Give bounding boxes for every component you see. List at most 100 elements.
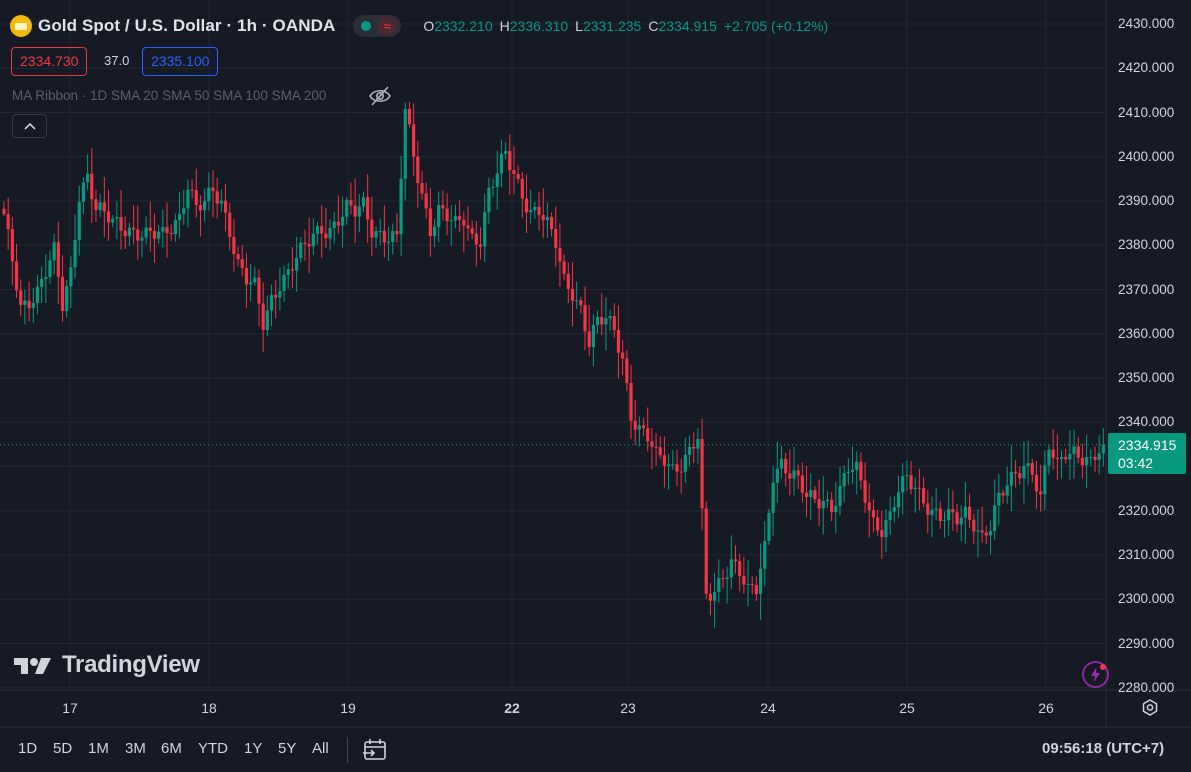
candle-body <box>94 199 98 211</box>
candle-body <box>1068 453 1072 460</box>
candle-body <box>1034 474 1039 492</box>
candle-body <box>102 202 106 212</box>
candle-body <box>604 318 608 325</box>
range-button-1m[interactable]: 1M <box>88 740 109 757</box>
candle-body <box>420 183 424 194</box>
high-value: 2336.310 <box>509 18 569 34</box>
candle-body <box>378 230 382 232</box>
time-axis-label: 24 <box>760 700 776 716</box>
indicator-legend[interactable]: MA Ribbon · 1D SMA 20 SMA 50 SMA 100 SMA… <box>12 88 327 103</box>
sell-button[interactable]: 2334.730 <box>11 47 88 76</box>
candle-body <box>683 454 687 472</box>
symbol-title[interactable]: Gold Spot / U.S. Dollar · 1h · OANDA <box>38 16 336 35</box>
range-button-6m[interactable]: 6M <box>161 740 182 757</box>
candle-body <box>257 277 261 304</box>
candle-body <box>412 124 416 157</box>
tradingview-logo[interactable]: TradingView <box>14 650 200 680</box>
candle-body <box>328 227 332 239</box>
candle-body <box>771 482 775 513</box>
spread-value: 37.0 <box>104 53 130 68</box>
candle-body <box>600 317 604 325</box>
ohlc-values: O2332.210 H2336.310 L2331.235 C2334.915 … <box>423 18 829 34</box>
candle-body <box>533 206 537 211</box>
candle-body <box>959 517 963 525</box>
candle-body <box>984 532 988 536</box>
candle-body <box>504 151 508 155</box>
candle-body <box>583 305 587 332</box>
candle-body <box>779 458 784 469</box>
bolt-icon[interactable] <box>1081 660 1110 689</box>
candles <box>2 101 1105 628</box>
time-axis-label: 26 <box>1038 700 1054 716</box>
candle-body <box>282 274 286 291</box>
candle-body <box>1030 463 1034 475</box>
candle-body <box>742 575 746 585</box>
candle-body <box>942 520 947 522</box>
market-status-pill[interactable]: ≈ <box>353 15 402 37</box>
candle-body <box>215 191 219 204</box>
candle-body <box>148 227 152 231</box>
time-axis-label: 18 <box>201 700 217 716</box>
last-price-tag: 2334.915 03:42 <box>1108 432 1186 474</box>
candle-body <box>784 458 788 474</box>
candle-body <box>520 178 524 199</box>
candle-body <box>483 212 487 247</box>
candle-body <box>345 199 349 217</box>
range-button-ytd[interactable]: YTD <box>198 740 228 757</box>
candle-body <box>913 487 917 490</box>
collapse-legend-button[interactable] <box>12 114 47 138</box>
date-range-icon[interactable] <box>362 737 388 763</box>
candle-body <box>834 505 838 513</box>
candle-body <box>892 507 896 512</box>
candle-body <box>1026 463 1030 467</box>
settings-icon[interactable] <box>1140 698 1160 718</box>
candle-body <box>173 220 177 235</box>
candle-body <box>1043 465 1047 495</box>
candle-body <box>658 447 662 456</box>
time-axis-label: 23 <box>620 700 636 716</box>
change-value: +2.705 (+0.12%) <box>723 18 829 34</box>
range-button-3m[interactable]: 3M <box>125 740 146 757</box>
eye-off-icon[interactable] <box>368 85 392 107</box>
candle-body <box>993 505 997 531</box>
candle-body <box>876 517 880 531</box>
candle-body <box>265 310 269 331</box>
candle-body <box>821 500 825 509</box>
clock-timezone[interactable]: 09:56:18 (UTC+7) <box>1042 740 1165 757</box>
candle-body <box>679 471 683 473</box>
candle-body <box>115 217 119 219</box>
candle-body <box>278 290 282 298</box>
price-axis-label: 2280.000 <box>1118 679 1175 695</box>
candle-body <box>315 226 320 234</box>
candle-body <box>817 499 821 509</box>
candle-body <box>40 278 44 287</box>
candle-body <box>395 231 399 235</box>
range-button-1y[interactable]: 1Y <box>244 740 263 757</box>
candle-body <box>165 226 169 234</box>
range-button-1d[interactable]: 1D <box>18 740 38 757</box>
candle-body <box>591 325 595 347</box>
candle-body <box>1013 471 1018 474</box>
range-button-all[interactable]: All <box>312 740 329 757</box>
candle-body <box>403 109 407 179</box>
candle-body <box>1085 457 1089 466</box>
buy-button[interactable]: 2335.100 <box>142 47 219 76</box>
candle-body <box>788 473 792 479</box>
candle-body <box>198 204 203 211</box>
candle-body <box>441 205 445 209</box>
symbol-legend: Gold Spot / U.S. Dollar · 1h · OANDA ≈ O… <box>10 14 828 38</box>
candle-body <box>123 230 127 237</box>
candle-body <box>27 300 31 309</box>
candle-body <box>926 503 930 515</box>
candle-body <box>69 267 73 287</box>
candle-body <box>491 186 495 188</box>
candle-body <box>830 499 834 513</box>
range-button-5y[interactable]: 5Y <box>278 740 297 757</box>
candle-body <box>654 446 658 448</box>
candle-body <box>976 530 980 532</box>
range-button-5d[interactable]: 5D <box>53 740 73 757</box>
candle-body <box>625 358 629 383</box>
candle-body <box>980 530 984 533</box>
candle-body <box>562 261 566 274</box>
